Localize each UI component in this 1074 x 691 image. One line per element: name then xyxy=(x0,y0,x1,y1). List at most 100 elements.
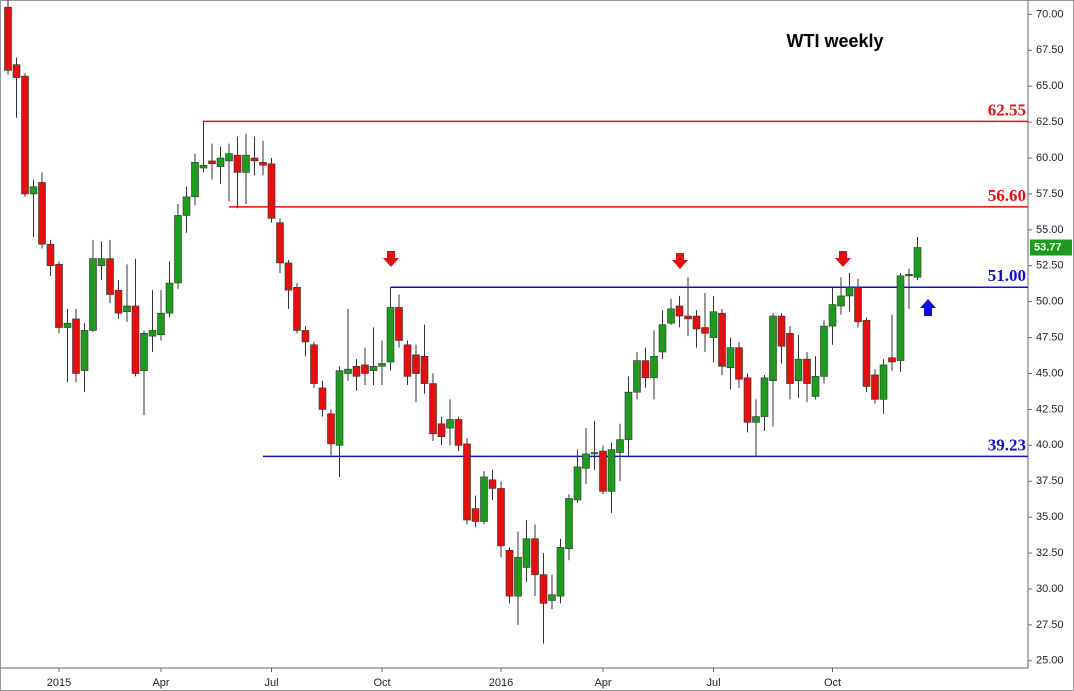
candle-body xyxy=(726,347,735,369)
candle-body xyxy=(616,439,624,453)
candle-body xyxy=(335,370,344,446)
down-arrow xyxy=(672,253,688,269)
candle-body xyxy=(301,330,310,343)
candle-body xyxy=(267,163,276,219)
candle-body xyxy=(607,449,616,492)
last-price-tag xyxy=(1030,239,1072,256)
level-label: 51.00 xyxy=(988,266,1026,285)
candle-body xyxy=(522,538,531,568)
candle-body xyxy=(72,318,80,374)
candle-body xyxy=(140,332,148,371)
up-arrow xyxy=(920,299,936,316)
candle-body xyxy=(38,182,46,245)
candle-body xyxy=(80,330,89,371)
y-tick-label: 70.00 xyxy=(1036,8,1064,20)
candle-body xyxy=(114,289,123,314)
candle-body xyxy=(403,344,412,377)
candle-body xyxy=(395,307,403,341)
candle-body xyxy=(318,387,327,410)
candle-body xyxy=(463,443,471,521)
candle-body xyxy=(599,450,607,492)
candle-body xyxy=(97,258,106,267)
candle-body xyxy=(811,376,820,397)
candle-body xyxy=(658,324,667,353)
candle-body xyxy=(556,547,565,597)
candle-body xyxy=(862,320,871,387)
candle-body xyxy=(905,274,913,277)
y-tick-label: 65.00 xyxy=(1036,80,1064,92)
candle-body xyxy=(327,413,335,445)
candle-body xyxy=(548,594,556,601)
y-tick-label: 67.50 xyxy=(1036,44,1064,56)
candle-body xyxy=(735,347,743,380)
candle-body xyxy=(480,476,488,522)
level-label: 39.23 xyxy=(988,435,1026,454)
x-tick-label: 2016 xyxy=(489,677,513,689)
candle-body xyxy=(157,312,165,336)
candle-body xyxy=(760,377,769,417)
candle-body xyxy=(123,305,131,313)
candle-body xyxy=(471,508,480,522)
level-label: 56.60 xyxy=(988,186,1026,205)
candle-body xyxy=(182,196,191,216)
x-tick-label: Apr xyxy=(594,677,611,689)
candle-body xyxy=(386,307,395,363)
y-tick-label: 55.00 xyxy=(1036,224,1064,236)
candle-body xyxy=(667,308,675,324)
candle-body xyxy=(641,360,650,379)
candle-body xyxy=(743,377,752,423)
candle-body xyxy=(786,332,794,384)
candle-body xyxy=(446,419,454,429)
y-tick-label: 60.00 xyxy=(1036,152,1064,164)
candle-body xyxy=(573,466,582,501)
candle-body xyxy=(284,262,293,291)
candle-body xyxy=(276,222,284,264)
candle-body xyxy=(437,423,446,438)
candle-body xyxy=(701,327,709,334)
candle-body xyxy=(692,315,701,330)
candle-body xyxy=(488,479,497,489)
candle-body xyxy=(55,264,63,328)
candle-body xyxy=(250,157,259,162)
candle-body xyxy=(803,358,811,384)
candle-body xyxy=(310,344,318,384)
level-label: 62.55 xyxy=(988,100,1026,119)
down-arrow xyxy=(383,251,399,267)
candle-body xyxy=(582,453,590,469)
candle-body xyxy=(429,383,437,435)
candle-body xyxy=(913,247,922,278)
candle-body xyxy=(879,364,888,400)
candle-body xyxy=(454,419,463,446)
x-tick-label: Jul xyxy=(706,677,720,689)
x-tick-label: Jul xyxy=(264,677,278,689)
candle-body xyxy=(845,287,854,297)
candle-body xyxy=(174,215,182,284)
candle-body xyxy=(718,312,726,367)
candle-body xyxy=(854,287,862,323)
candle-body xyxy=(12,64,21,78)
candle-body xyxy=(752,416,760,423)
y-tick-label: 62.50 xyxy=(1036,116,1064,128)
y-tick-label: 57.50 xyxy=(1036,188,1064,200)
candle-body xyxy=(361,364,369,374)
chart-title: WTI weekly xyxy=(786,31,883,51)
candle-body xyxy=(709,311,718,338)
y-tick-label: 37.50 xyxy=(1036,475,1064,487)
candle-body xyxy=(191,162,199,198)
candle-body xyxy=(412,354,420,374)
candle-body xyxy=(539,574,548,604)
candle-body xyxy=(888,357,896,363)
candle-body xyxy=(46,243,55,267)
candle-body xyxy=(369,366,378,371)
y-tick-label: 30.00 xyxy=(1036,583,1064,595)
y-tick-label: 27.50 xyxy=(1036,619,1064,631)
candle-body xyxy=(29,186,38,195)
y-tick-label: 32.50 xyxy=(1036,547,1064,559)
candle-body xyxy=(769,315,777,381)
candle-body xyxy=(242,154,250,173)
candle-body xyxy=(828,304,837,327)
candle-body xyxy=(21,75,29,195)
candle-body xyxy=(650,355,658,379)
